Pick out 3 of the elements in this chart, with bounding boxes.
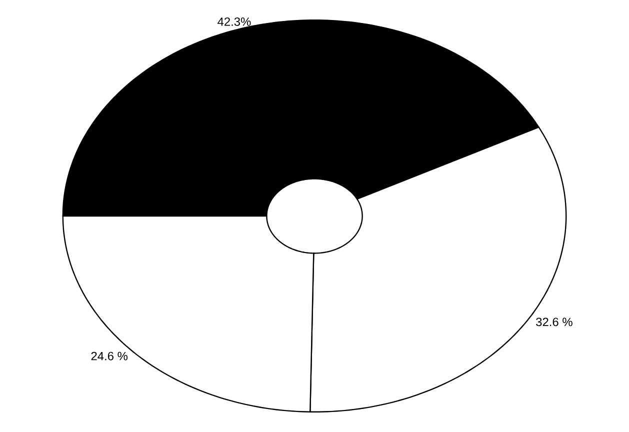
data-label: 42.3% — [218, 17, 251, 26]
data-label: 24.6 % — [91, 352, 128, 360]
data-label: 32.6 % — [536, 318, 572, 326]
